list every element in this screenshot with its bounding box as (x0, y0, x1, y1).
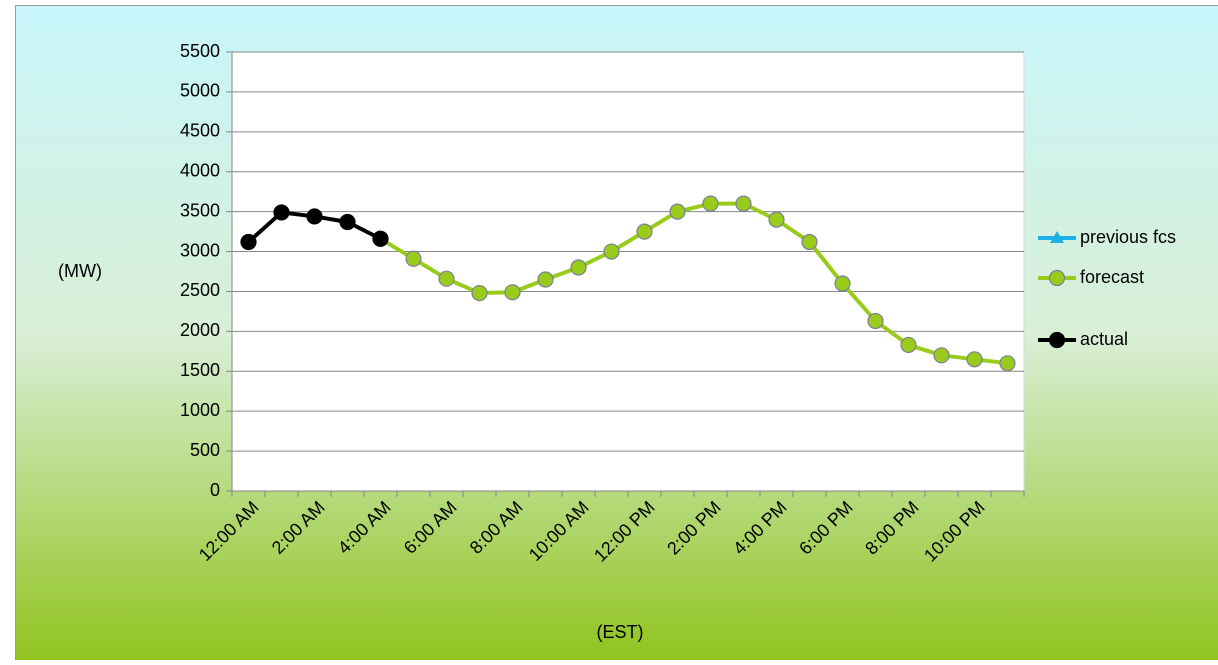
legend-marker (1050, 271, 1065, 286)
data-point (274, 205, 289, 220)
y-tick-label: 3500 (180, 200, 220, 220)
data-point (538, 272, 553, 287)
y-tick-label: 500 (190, 440, 220, 460)
data-point (472, 286, 487, 301)
data-point (340, 215, 355, 230)
data-point (802, 234, 817, 249)
y-tick-label: 2000 (180, 320, 220, 340)
data-point (703, 196, 718, 211)
y-tick-label: 4000 (180, 160, 220, 180)
data-point (901, 337, 916, 352)
data-point (439, 271, 454, 286)
legend-label: forecast (1080, 267, 1144, 287)
y-tick-label: 3000 (180, 240, 220, 260)
data-point (769, 212, 784, 227)
data-point (307, 209, 322, 224)
data-point (868, 313, 883, 328)
data-point (934, 348, 949, 363)
y-tick-label: 5500 (180, 41, 220, 61)
legend-label: actual (1080, 329, 1128, 349)
data-point (604, 244, 619, 259)
data-point (241, 234, 256, 249)
data-point (637, 224, 652, 239)
y-tick-label: 5000 (180, 81, 220, 101)
data-point (505, 285, 520, 300)
data-point (670, 204, 685, 219)
y-tick-label: 1500 (180, 360, 220, 380)
data-point (406, 251, 421, 266)
data-point (571, 260, 586, 275)
data-point (736, 196, 751, 211)
plot-area (232, 52, 1024, 491)
data-point (835, 276, 850, 291)
data-point (967, 352, 982, 367)
data-point (1000, 356, 1015, 371)
y-tick-label: 4500 (180, 121, 220, 141)
legend-marker (1050, 333, 1065, 348)
data-point (373, 231, 388, 246)
y-axis-label: (MW) (58, 261, 102, 281)
y-tick-label: 0 (210, 480, 220, 500)
y-tick-label: 1000 (180, 400, 220, 420)
y-tick-label: 2500 (180, 280, 220, 300)
x-axis-label: (EST) (597, 622, 644, 642)
legend-label: previous fcs (1080, 227, 1176, 247)
